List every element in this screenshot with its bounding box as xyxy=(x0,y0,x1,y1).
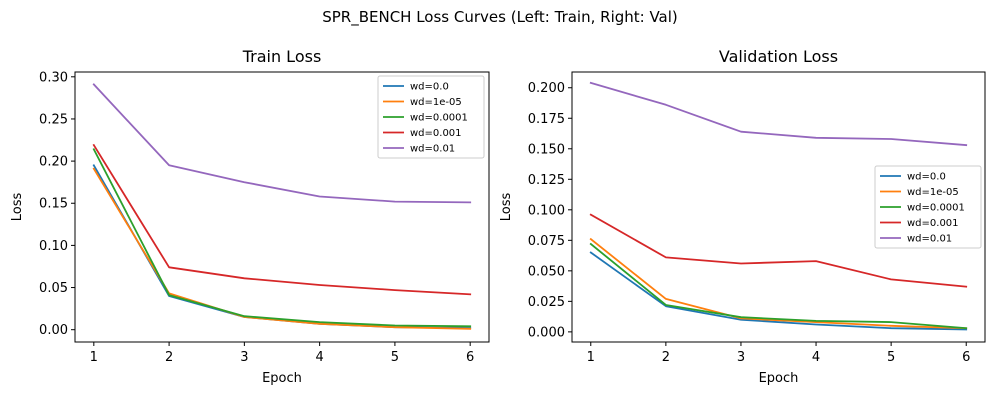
y-tick-label: 0.25 xyxy=(39,112,68,127)
series-line-wd-0-01 xyxy=(589,81,968,147)
legend: wd=0.0 wd=1e-05 wd=0.0001 wd=0.001 wd=0.01 xyxy=(874,165,982,249)
chart-title: Validation Loss xyxy=(719,47,838,66)
y-tick-label: 0.00 xyxy=(39,323,68,338)
y-tick-label: 0.175 xyxy=(528,112,565,127)
x-axis-label: Epoch xyxy=(262,371,302,386)
y-axis-label: Loss xyxy=(499,193,514,222)
y-tick-label: 0.100 xyxy=(528,203,565,218)
x-tick-label: 2 xyxy=(165,350,173,365)
y-tick-label: 0.200 xyxy=(528,81,565,96)
x-tick-label: 1 xyxy=(587,350,595,365)
y-tick-label: 0.025 xyxy=(528,295,565,310)
y-tick-label: 0.050 xyxy=(528,264,565,279)
series-line-wd-0-0 xyxy=(589,251,968,331)
y-tick-label: 0.15 xyxy=(39,197,68,212)
series-line-wd-0-001 xyxy=(589,213,968,288)
x-tick-label: 5 xyxy=(887,350,895,365)
y-tick-label: 0.05 xyxy=(39,281,68,296)
legend-entry-label: wd=0.01 xyxy=(907,234,952,245)
plot-frame xyxy=(571,71,986,343)
series-line-wd-0-0001 xyxy=(589,242,968,330)
x-tick-label: 4 xyxy=(315,350,323,365)
y-tick-label: 0.000 xyxy=(528,325,565,340)
x-tick-label: 1 xyxy=(90,350,98,365)
series-line-wd-0-001 xyxy=(92,143,472,296)
legend-entry-label: wd=0.001 xyxy=(410,128,462,139)
x-tick-label: 4 xyxy=(812,350,820,365)
x-tick-label: 3 xyxy=(737,350,745,365)
legend-entry-label: wd=0.0001 xyxy=(410,113,468,124)
y-tick-label: 0.10 xyxy=(39,239,68,254)
chart-title: Train Loss xyxy=(242,47,322,66)
legend-entry-label: wd=0.0 xyxy=(907,172,946,183)
y-tick-label: 0.20 xyxy=(39,155,68,170)
y-axis-label: Loss xyxy=(10,193,25,222)
series-line-wd-0-01 xyxy=(92,83,472,204)
figure-suptitle: SPR_BENCH Loss Curves (Left: Train, Righ… xyxy=(322,8,678,27)
legend-box xyxy=(874,165,982,249)
y-tick-label: 0.125 xyxy=(528,173,565,188)
y-tick-label: 0.075 xyxy=(528,234,565,249)
x-axis-label: Epoch xyxy=(759,371,799,386)
x-tick-label: 6 xyxy=(466,350,474,365)
series-line-wd-0-0001 xyxy=(92,148,472,328)
legend: wd=0.0 wd=1e-05 wd=0.0001 wd=0.001 wd=0.01 xyxy=(377,75,485,159)
x-tick-label: 3 xyxy=(240,350,248,365)
legend-entry-label: wd=0.0 xyxy=(410,82,449,93)
y-tick-label: 0.30 xyxy=(39,70,68,85)
x-tick-label: 2 xyxy=(662,350,670,365)
x-tick-label: 6 xyxy=(962,350,970,365)
y-tick-label: 0.150 xyxy=(528,142,565,157)
series-line-wd-1e-05 xyxy=(589,237,968,330)
legend-entry-label: wd=0.001 xyxy=(907,218,959,229)
plot-frame xyxy=(74,71,490,343)
chart-panel-1: Train Loss 1 2 3 4 5 6 0.00 0.05 0.10 0.15 0.20 0.25… xyxy=(10,47,490,386)
legend-entry-label: wd=0.01 xyxy=(410,144,455,155)
x-tick-label: 5 xyxy=(391,350,399,365)
legend-entry-label: wd=1e-05 xyxy=(907,187,959,198)
legend-box xyxy=(377,75,485,159)
plots: Train Loss 1 2 3 4 5 6 0.00 0.05 0.10 0.15 0.20 0.25… xyxy=(10,47,986,386)
legend-entry-label: wd=0.0001 xyxy=(907,203,965,214)
chart-panel-2: Validation Loss 1 2 3 4 5 6 0.000 0.025 0.050 0.07… xyxy=(499,47,986,386)
legend-entry-label: wd=1e-05 xyxy=(410,97,462,108)
